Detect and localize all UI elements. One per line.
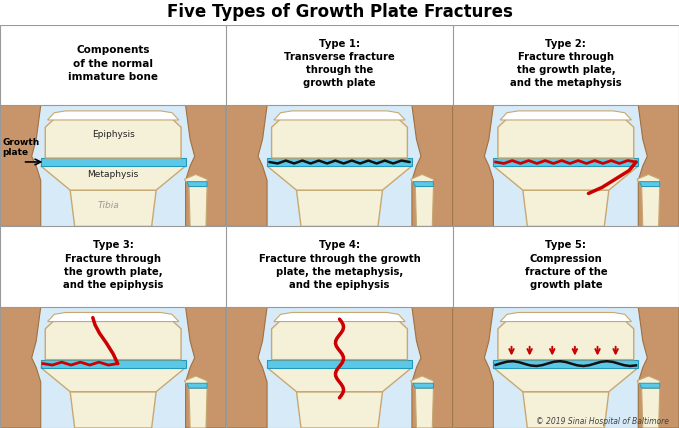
Polygon shape [500, 312, 631, 321]
Polygon shape [638, 105, 679, 226]
Polygon shape [185, 174, 207, 187]
Polygon shape [185, 376, 207, 388]
Polygon shape [48, 111, 179, 120]
Polygon shape [413, 181, 433, 187]
Polygon shape [498, 114, 634, 158]
Polygon shape [413, 383, 433, 388]
Polygon shape [453, 105, 494, 226]
Polygon shape [267, 368, 412, 392]
Polygon shape [185, 307, 226, 428]
Bar [494, 158, 638, 166]
Polygon shape [411, 376, 433, 388]
Polygon shape [41, 166, 185, 190]
Polygon shape [453, 307, 494, 428]
Polygon shape [0, 105, 41, 226]
Polygon shape [70, 190, 156, 226]
Bar [41, 360, 185, 368]
Polygon shape [416, 187, 433, 226]
Polygon shape [523, 190, 609, 226]
Text: Metaphysis: Metaphysis [88, 170, 139, 179]
Polygon shape [500, 111, 631, 120]
Text: Components
of the normal
immature bone: Components of the normal immature bone [68, 45, 158, 82]
Polygon shape [494, 166, 638, 190]
Text: Type 2:
Fracture through
the growth plate,
and the metaphysis: Type 2: Fracture through the growth plat… [510, 39, 622, 88]
Text: Five Types of Growth Plate Fractures: Five Types of Growth Plate Fractures [166, 3, 513, 21]
Polygon shape [189, 388, 207, 428]
Polygon shape [637, 376, 660, 388]
Bar [494, 360, 638, 368]
Polygon shape [297, 190, 382, 226]
Polygon shape [642, 187, 660, 226]
Text: Epiphysis: Epiphysis [92, 130, 134, 139]
Polygon shape [272, 114, 407, 158]
Polygon shape [638, 307, 679, 428]
Bar [41, 158, 185, 166]
Text: Type 4:
Fracture through the growth
plate, the metaphysis,
and the epiphysis: Type 4: Fracture through the growth plat… [259, 240, 420, 290]
Polygon shape [267, 166, 412, 190]
Polygon shape [416, 388, 433, 428]
Polygon shape [297, 392, 382, 428]
Polygon shape [189, 187, 207, 226]
Polygon shape [185, 105, 226, 226]
Text: Type 5:
Compression
fracture of the
growth plate: Type 5: Compression fracture of the grow… [524, 240, 607, 290]
Text: Growth
plate: Growth plate [2, 138, 39, 158]
Polygon shape [640, 181, 660, 187]
Polygon shape [187, 383, 207, 388]
Polygon shape [187, 181, 207, 187]
Polygon shape [523, 392, 609, 428]
Polygon shape [498, 315, 634, 360]
Polygon shape [0, 307, 41, 428]
Bar [267, 158, 412, 166]
Polygon shape [41, 368, 185, 392]
Text: Tibia: Tibia [98, 201, 120, 210]
Polygon shape [642, 388, 660, 428]
Polygon shape [45, 114, 181, 158]
Bar [267, 360, 412, 368]
Text: Type 1:
Transverse fracture
through the
growth plate: Type 1: Transverse fracture through the … [284, 39, 395, 88]
Polygon shape [412, 105, 453, 226]
Polygon shape [640, 383, 660, 388]
Text: Type 3:
Fracture through
the growth plate,
and the epiphysis: Type 3: Fracture through the growth plat… [63, 240, 164, 290]
Polygon shape [637, 174, 660, 187]
Polygon shape [412, 307, 453, 428]
Polygon shape [272, 315, 407, 360]
Polygon shape [45, 315, 181, 360]
Polygon shape [411, 174, 433, 187]
Polygon shape [274, 111, 405, 120]
Polygon shape [70, 392, 156, 428]
Polygon shape [226, 307, 267, 428]
Polygon shape [494, 368, 638, 392]
Text: © 2019 Sinai Hospital of Baltimore: © 2019 Sinai Hospital of Baltimore [536, 417, 669, 426]
Polygon shape [226, 105, 267, 226]
Polygon shape [274, 312, 405, 321]
Polygon shape [48, 312, 179, 321]
